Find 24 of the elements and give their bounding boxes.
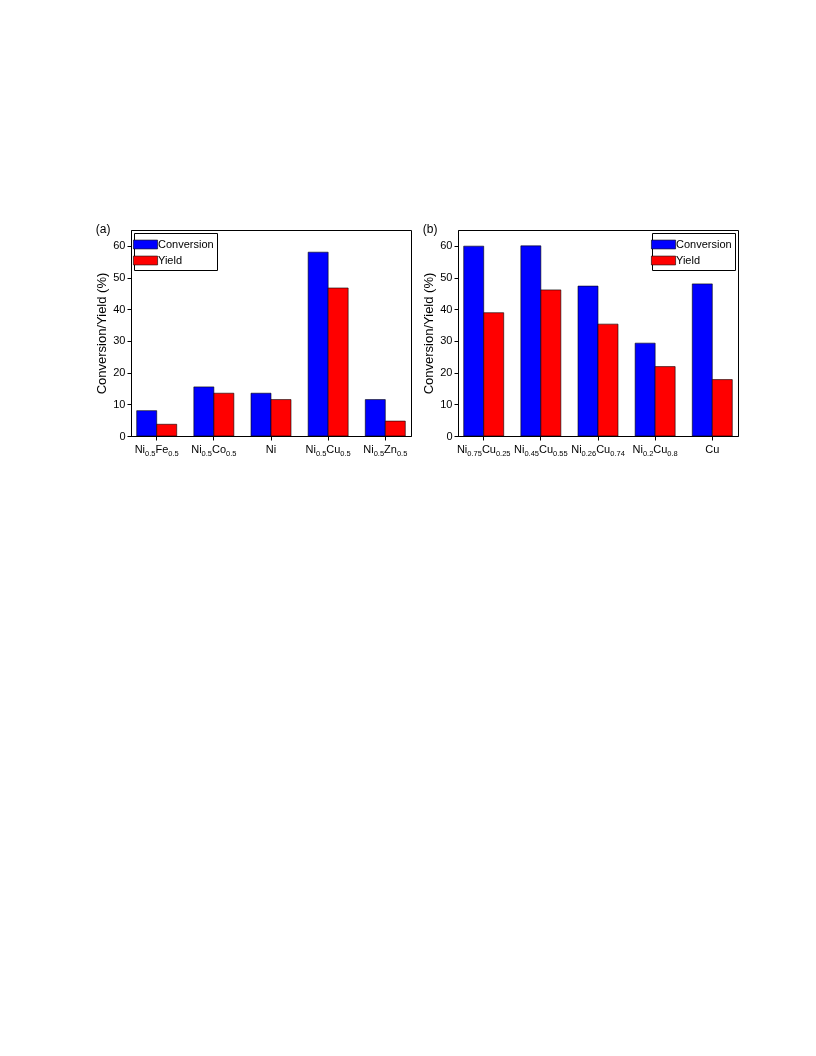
legend-label: Conversion bbox=[676, 237, 732, 250]
chart-title: (a) bbox=[95, 222, 111, 236]
y-tick-label: 10 bbox=[440, 397, 453, 410]
legend-label: Conversion bbox=[158, 237, 214, 250]
y-tick-label: 40 bbox=[440, 302, 453, 315]
y-tick-label: 50 bbox=[440, 271, 453, 284]
x-tick-label: Cu bbox=[705, 443, 720, 455]
y-tick-label: 0 bbox=[119, 429, 126, 442]
y-tick-label: 0 bbox=[446, 429, 453, 442]
y-tick-label: 10 bbox=[113, 397, 126, 410]
y-tick-label: 20 bbox=[113, 366, 126, 379]
x-tick-label: Ni bbox=[265, 443, 277, 455]
y-tick-label: 30 bbox=[440, 334, 453, 347]
y-tick-label: 50 bbox=[113, 271, 126, 284]
y-tick-label: 20 bbox=[440, 366, 453, 379]
legend-label: Yield bbox=[158, 253, 183, 266]
chart-title: (b) bbox=[422, 222, 438, 236]
y-axis-title: Conversion/Yield (%) bbox=[421, 272, 437, 395]
y-axis-title: Conversion/Yield (%) bbox=[94, 272, 110, 395]
y-tick-label: 60 bbox=[440, 239, 453, 252]
y-tick-label: 40 bbox=[113, 302, 126, 315]
y-tick-label: 30 bbox=[113, 334, 126, 347]
y-tick-label: 60 bbox=[113, 239, 126, 252]
legend-label: Yield bbox=[676, 253, 701, 266]
